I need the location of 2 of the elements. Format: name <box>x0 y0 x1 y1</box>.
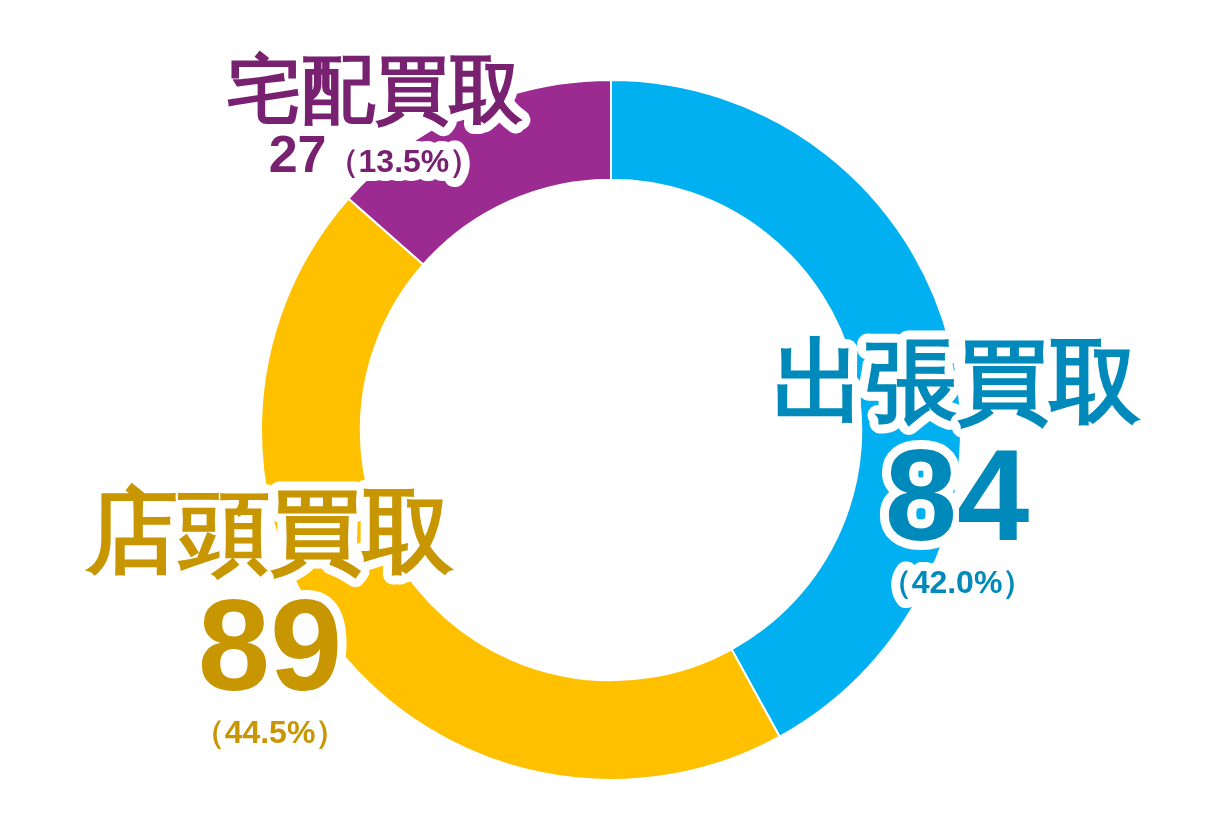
annotation: 27 <box>268 125 327 183</box>
data-label: （44.5%） <box>192 714 348 750</box>
